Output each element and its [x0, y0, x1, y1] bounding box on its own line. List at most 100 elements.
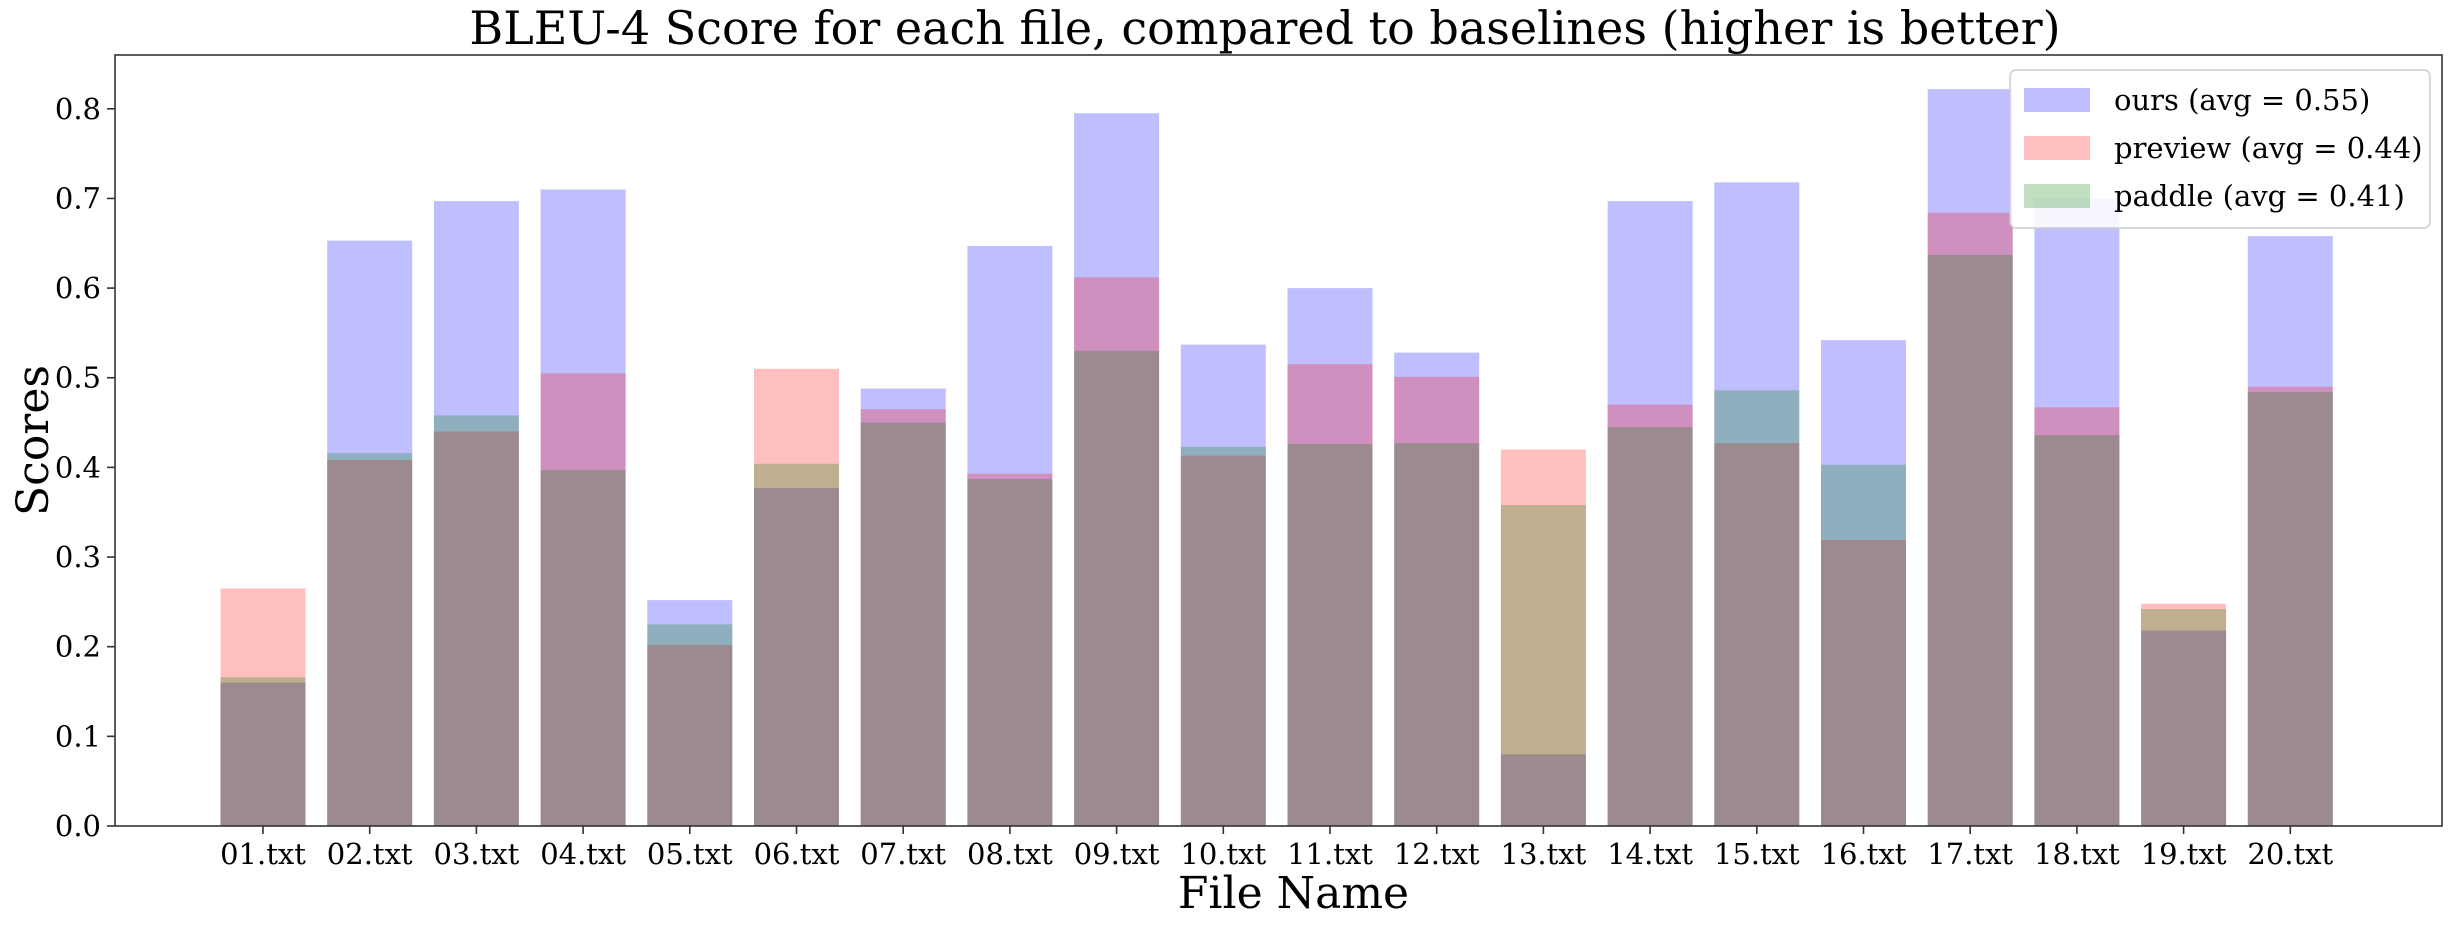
y-tick-label: 0.4 — [55, 450, 101, 484]
bar-series2-16-txt — [1821, 540, 1906, 826]
x-tick-label: 13.txt — [1501, 837, 1587, 871]
bar-series3-14-txt — [1607, 427, 1693, 826]
bar-series3-09-txt — [1074, 350, 1160, 826]
plot-frame — [114, 54, 2443, 827]
x-axis-title: File Name — [1178, 868, 1409, 919]
legend-label: paddle (avg = 0.41) — [2114, 179, 2405, 213]
bar-series3-12-txt — [1394, 443, 1480, 826]
bar-series1-07-txt — [860, 388, 946, 826]
bar-series1-16-txt — [1821, 340, 1906, 826]
bar-series3-16-txt — [1821, 464, 1906, 826]
bar-series3-20-txt — [2247, 392, 2333, 826]
bar-series1-20-txt — [2247, 236, 2333, 827]
bar-series1-12-txt — [1394, 352, 1480, 826]
legend: ours (avg = 0.55) preview (avg = 0.44) pad… — [2009, 69, 2431, 229]
bar-series1-02-txt — [327, 240, 413, 827]
x-tick-label: 10.txt — [1180, 837, 1266, 871]
legend-swatch — [2024, 88, 2090, 112]
legend-label: ours (avg = 0.55) — [2114, 83, 2370, 117]
bar-series1-18-txt — [2034, 198, 2120, 826]
bar-series2-15-txt — [1714, 443, 1800, 826]
bar-series1-09-txt — [1074, 113, 1160, 827]
x-axis: 01.txt 02.txt 03.txt 04.txt 05.txt 06.txt 07.t… — [220, 826, 2334, 871]
chart-title: BLEU-4 Score for each file, compared to … — [469, 1, 2060, 55]
y-tick-label: 0.8 — [55, 92, 101, 126]
bar-series3-04-txt — [540, 470, 626, 826]
bar-series3-08-txt — [967, 479, 1053, 826]
bar-series2-03-txt — [433, 431, 519, 826]
legend-box — [2009, 69, 2431, 229]
x-tick-label: 05.txt — [647, 837, 733, 871]
bar-series3-05-txt — [647, 624, 733, 826]
bar-series3-13-txt — [1500, 505, 1586, 826]
x-tick-label: 02.txt — [327, 837, 413, 871]
bar-series1-14-txt — [1607, 201, 1693, 827]
x-tick-label: 20.txt — [2247, 837, 2333, 871]
bar-series3-11-txt — [1287, 444, 1373, 826]
bar-series2-01-txt — [220, 588, 306, 826]
bar-series3-18-txt — [2034, 435, 2120, 826]
x-tick-label: 06.txt — [754, 837, 840, 871]
bar-series2-11-txt — [1287, 364, 1373, 826]
y-tick-label: 0.6 — [55, 271, 101, 305]
bar-series2-10-txt — [1180, 455, 1266, 826]
bar-series1-05-txt — [647, 600, 733, 826]
y-axis: 0.0 0.1 0.2 0.3 0.4 0.5 0.6 0.7 0.8 — [55, 92, 115, 843]
bar-series1-17-txt — [1927, 89, 2013, 827]
x-tick-label: 08.txt — [967, 837, 1053, 871]
bar-series3-17-txt — [1927, 254, 2013, 826]
x-tick-label: 07.txt — [860, 837, 946, 871]
y-tick-label: 0.5 — [55, 361, 101, 395]
bar-series1-13-txt — [1500, 754, 1586, 826]
bar-series2-19-txt — [2141, 603, 2227, 826]
x-tick-label: 09.txt — [1074, 837, 1160, 871]
x-tick-label: 16.txt — [1821, 837, 1907, 871]
y-tick-label: 0.3 — [55, 540, 101, 574]
x-tick-label: 12.txt — [1394, 837, 1480, 871]
bar-series1-11-txt — [1287, 288, 1373, 827]
legend-swatch — [2024, 184, 2090, 208]
bar-series1-04-txt — [540, 189, 626, 826]
bar-series3-03-txt — [433, 415, 519, 826]
bar-series2-07-txt — [860, 409, 946, 826]
bar-series1-19-txt — [2141, 630, 2227, 826]
bar-series2-09-txt — [1074, 277, 1160, 826]
bar-series2-18-txt — [2034, 407, 2120, 826]
bar-series3-15-txt — [1714, 390, 1800, 826]
legend-label: preview (avg = 0.44) — [2114, 131, 2423, 165]
bar-series1-10-txt — [1180, 344, 1266, 826]
bar-series1-01-txt — [220, 682, 306, 826]
x-tick-label: 15.txt — [1714, 837, 1800, 871]
x-tick-label: 03.txt — [434, 837, 520, 871]
bar-series3-07-txt — [860, 422, 946, 826]
x-tick-label: 01.txt — [220, 837, 306, 871]
bar-series2-20-txt — [2247, 386, 2333, 826]
bars-group — [220, 89, 2333, 827]
bar-series3-02-txt — [327, 453, 413, 826]
bar-series2-17-txt — [1927, 212, 2013, 827]
bar-series2-06-txt — [754, 368, 839, 826]
y-tick-label: 0.7 — [55, 181, 101, 215]
bar-series2-14-txt — [1607, 404, 1693, 826]
x-tick-label: 19.txt — [2141, 837, 2227, 871]
x-tick-label: 14.txt — [1607, 837, 1693, 871]
legend-swatch — [2024, 136, 2090, 160]
x-tick-label: 17.txt — [1927, 837, 2013, 871]
bar-series3-01-txt — [220, 677, 306, 826]
x-tick-label: 04.txt — [540, 837, 626, 871]
y-tick-label: 0.2 — [55, 630, 101, 664]
bar-series1-03-txt — [433, 201, 519, 827]
bar-series3-10-txt — [1180, 446, 1266, 826]
x-tick-label: 18.txt — [2034, 837, 2120, 871]
bar-series2-02-txt — [327, 460, 413, 826]
bar-series2-12-txt — [1394, 376, 1480, 826]
x-tick-label: 11.txt — [1287, 837, 1373, 871]
y-axis-title: Scores — [8, 365, 59, 516]
bar-series1-06-txt — [754, 488, 839, 826]
bar-series2-13-txt — [1500, 449, 1586, 826]
bar-series2-08-txt — [967, 473, 1053, 826]
y-tick-label: 0.0 — [55, 809, 101, 843]
bar-series2-04-txt — [540, 373, 626, 826]
bar-series1-08-txt — [967, 246, 1053, 826]
bar-series2-05-txt — [647, 644, 733, 826]
